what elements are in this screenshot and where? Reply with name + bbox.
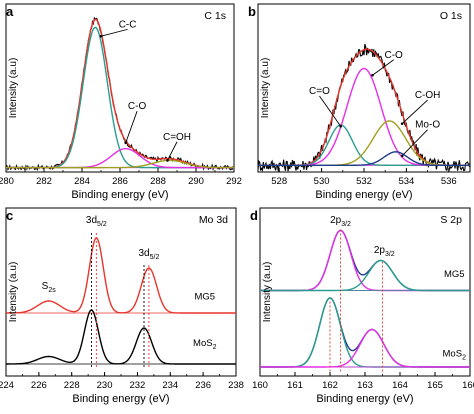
y-axis-label: Intensity (a.u) [8, 262, 19, 323]
y-axis-label: Intensity (a.u) [8, 58, 19, 119]
annotation-arrowhead [166, 159, 169, 162]
panel-title: Mo 3d [199, 214, 228, 226]
y-axis-label: Intensity (a.u) [260, 58, 271, 119]
annotation-label: C=O [309, 86, 330, 97]
x-tick-label: 534 [398, 176, 414, 187]
x-tick-label: 160 [252, 380, 268, 391]
annotation-arrow [372, 59, 394, 76]
series-line-4 [6, 159, 234, 169]
x-tick-label: 286 [112, 176, 128, 187]
x-axis-label: Binding energy (eV) [72, 393, 169, 405]
plot-area [6, 16, 234, 172]
x-tick-label: 284 [74, 176, 90, 187]
series-line-2 [6, 26, 234, 169]
panel-letter: b [248, 4, 256, 19]
annotation-label: Mo-O [415, 120, 440, 131]
annotation-arrowhead [400, 122, 404, 125]
peak-label: 3d5/2 [86, 215, 107, 228]
annotation-label: C-C [119, 19, 137, 30]
panel-title: C 1s [204, 10, 226, 22]
panel-letter: d [250, 208, 258, 223]
series-line-1 [6, 18, 234, 169]
series-line-1 [260, 229, 470, 292]
plot-area [260, 229, 470, 372]
annotation-arrow [167, 141, 178, 161]
panel-title: S 2p [440, 214, 462, 226]
x-tick-label: 290 [188, 176, 204, 187]
x-tick-label: 280 [0, 176, 14, 187]
x-axis-label: Binding energy (eV) [316, 393, 413, 405]
x-tick-label: 165 [427, 380, 443, 391]
series-line-3 [258, 67, 470, 166]
y-axis-label: Intensity (a.u) [262, 262, 273, 323]
peak-label: S2s [42, 281, 57, 294]
series-line-4 [260, 297, 470, 368]
annotation-arrowhead [371, 73, 374, 77]
panel-letter: c [6, 208, 13, 223]
sample-label: MG5 [194, 292, 215, 303]
panel-a: 280 282 284 286 288 290 292 Binding energy (eV)… [0, 3, 242, 201]
sample-label: MG5 [444, 269, 465, 280]
x-tick-label: 163 [357, 380, 373, 391]
series-line-0 [258, 43, 470, 172]
annotation-label: C-OH [415, 90, 441, 101]
peak-label: 3d5/2 [138, 248, 159, 261]
series-line-0 [260, 229, 470, 292]
series-line-1 [258, 48, 470, 166]
series-line-3 [260, 297, 470, 368]
x-tick-label: 162 [322, 380, 338, 391]
x-tick-label: 288 [150, 176, 166, 187]
x-tick-label: 232 [129, 380, 145, 391]
annotation-arrowhead [339, 125, 342, 128]
annotation-arrow [401, 129, 428, 157]
annotation-label: C-O [385, 50, 404, 61]
panel-letter: a [6, 4, 14, 19]
x-tick-label: 238 [228, 380, 244, 391]
peak-label: 2p3/2 [330, 215, 351, 228]
x-axis-label: Binding energy (eV) [71, 189, 168, 201]
sample-label: MoS2 [193, 338, 217, 351]
x-tick-label: 532 [356, 176, 372, 187]
x-tick-label: 236 [195, 380, 211, 391]
x-tick-label: 292 [226, 176, 242, 187]
series-line-5 [258, 151, 470, 166]
x-tick-label: 528 [271, 176, 287, 187]
panel-b: 528 530 532 534 536 Binding energy (eV) Intens… [248, 3, 471, 201]
sample-label: MoS2 [443, 349, 467, 362]
x-tick-label: 230 [97, 380, 113, 391]
plot-frame [257, 3, 471, 173]
series-line-5 [260, 328, 470, 368]
x-tick-label: 282 [36, 176, 52, 187]
series-line-0 [6, 16, 234, 172]
x-tick-label: 166 [462, 380, 474, 391]
plot-area [6, 232, 236, 367]
x-tick-label: 224 [0, 380, 14, 391]
x-tick-label: 228 [64, 380, 80, 391]
annotation-arrow [125, 111, 138, 143]
annotation-arrow [401, 99, 428, 124]
x-tick-label: 536 [441, 176, 457, 187]
x-tick-label: 530 [314, 176, 330, 187]
annotation-arrowhead [99, 34, 103, 38]
x-tick-label: 161 [287, 380, 303, 391]
x-tick-label: 164 [392, 380, 408, 391]
x-tick-label: 226 [31, 380, 47, 391]
annotation-arrowhead [400, 154, 404, 158]
plot-frame [259, 207, 471, 377]
plot-area [258, 43, 470, 172]
x-axis-label: Binding energy (eV) [315, 189, 412, 201]
annotation-arrow [100, 28, 128, 37]
series-line-1 [6, 309, 236, 365]
peak-label: 2p3/2 [374, 245, 395, 258]
panel-c: 224 226 228 230 232 234 236 238 Binding energy (… [0, 207, 244, 405]
x-tick-label: 234 [162, 380, 178, 391]
annotation-label: C=OH [163, 132, 191, 143]
annotation-label: C-O [128, 101, 147, 112]
panel-d: 160 161 162 163 164 165 166 Binding energy (eV)… [250, 207, 474, 405]
annotation-arrow [319, 95, 342, 127]
annotation-arrowhead [124, 141, 127, 145]
panel-title: O 1s [440, 10, 462, 22]
